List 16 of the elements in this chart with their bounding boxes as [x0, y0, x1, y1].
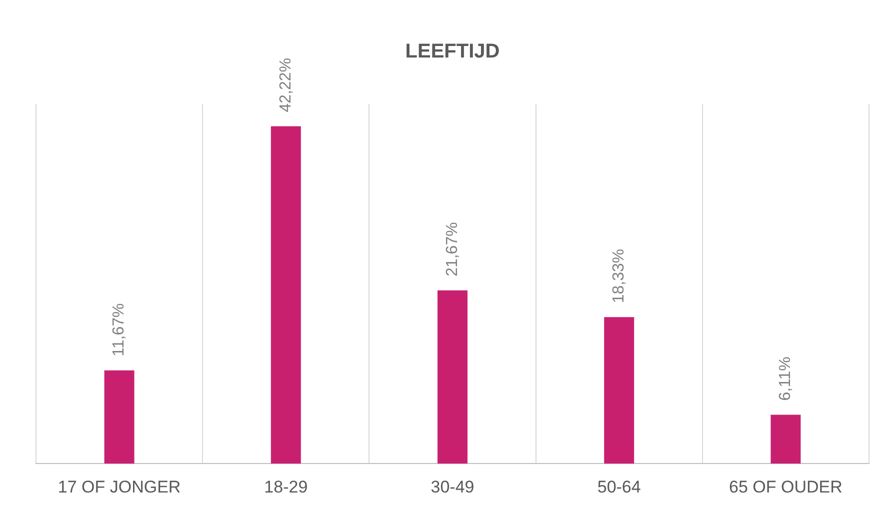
data-label: 18,33% [610, 248, 628, 304]
bar [770, 414, 801, 464]
data-label: 6,11% [777, 356, 794, 401]
x-tick-label: 17 OF JONGER [58, 477, 181, 496]
bar [270, 126, 301, 464]
x-tick-label: 18-29 [264, 477, 308, 496]
bar [604, 317, 634, 464]
bar [438, 290, 468, 464]
x-tick-label: 50-64 [597, 477, 641, 496]
bar [104, 370, 134, 464]
data-label: 42,22% [277, 58, 294, 112]
x-tick-label: 30-49 [430, 477, 474, 496]
data-label: 21,67% [444, 222, 461, 276]
chart-title: LEEFTIJD [405, 40, 500, 63]
data-label: 11,67% [110, 303, 128, 356]
x-tick-label: 65 OF OUDER [729, 477, 842, 496]
